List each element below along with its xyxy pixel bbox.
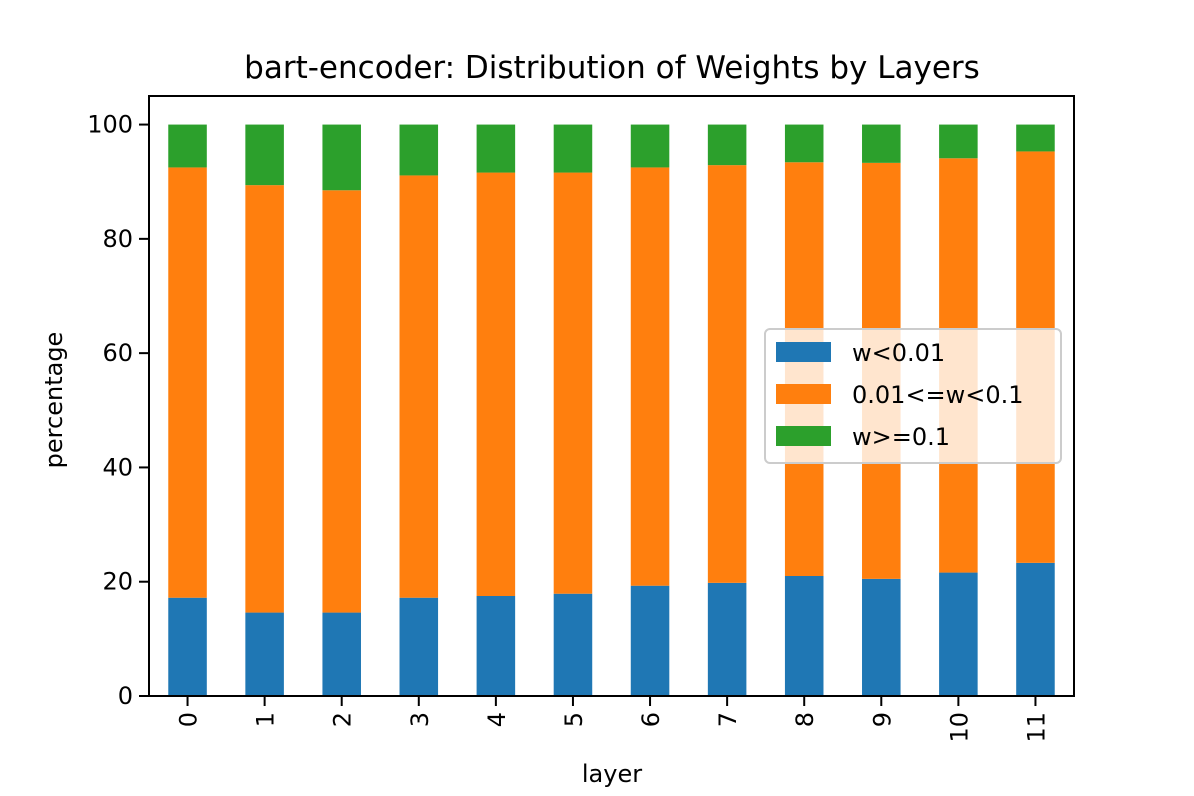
x-tick-label: 10 — [945, 712, 973, 743]
plot-frame — [148, 95, 1075, 697]
legend-swatch-1 — [776, 384, 831, 404]
y-tick-label: 20 — [102, 568, 133, 596]
chart-title: bart-encoder: Distribution of Weights by… — [244, 50, 980, 86]
x-tick-label: 3 — [406, 712, 434, 727]
y-tick-label: 0 — [118, 682, 133, 710]
bar-3-series-0 — [399, 597, 439, 696]
x-tick-label: 2 — [329, 712, 357, 727]
bar-6-series-2 — [630, 124, 670, 168]
x-tick-label: 4 — [483, 712, 511, 727]
bar-11-series-2 — [1016, 124, 1055, 152]
bar-0-series-1 — [168, 167, 207, 598]
bar-0-series-0 — [168, 597, 207, 696]
bar-8-series-0 — [784, 576, 824, 696]
legend-label-2: w>=0.1 — [852, 423, 950, 451]
y-tick-label: 40 — [102, 453, 133, 481]
bar-7-series-2 — [707, 124, 747, 166]
bar-6-series-0 — [630, 585, 670, 696]
legend-label-1: 0.01<=w<0.1 — [852, 381, 1024, 409]
bar-2-series-2 — [322, 124, 361, 191]
bar-1-series-0 — [245, 612, 284, 696]
x-tick-label: 8 — [791, 712, 819, 727]
legend-swatch-0 — [776, 342, 831, 362]
x-tick-label: 7 — [714, 712, 742, 727]
bar-5-series-2 — [553, 124, 593, 173]
x-tick-label: 1 — [252, 712, 280, 727]
bar-2-series-0 — [322, 612, 361, 696]
legend: w<0.01 0.01<=w<0.1 w>=0.1 — [764, 328, 1062, 464]
bar-10-series-2 — [939, 124, 978, 159]
y-tick-label: 60 — [102, 339, 133, 367]
y-tick-label: 80 — [102, 225, 133, 253]
x-tick-label: 11 — [1023, 712, 1051, 743]
bar-4-series-2 — [476, 124, 516, 173]
bar-7-series-1 — [707, 165, 747, 583]
y-axis-label: percentage — [40, 332, 68, 469]
x-tick-label: 5 — [560, 712, 588, 727]
legend-box — [764, 328, 1062, 464]
bar-3-series-2 — [399, 124, 439, 176]
bar-9-series-0 — [862, 578, 901, 696]
bar-2-series-1 — [322, 190, 361, 613]
bar-5-series-0 — [553, 593, 593, 696]
bar-1-series-1 — [245, 185, 284, 613]
legend-swatch-2 — [776, 426, 831, 446]
bar-4-series-0 — [476, 596, 516, 696]
bar-5-series-1 — [553, 172, 593, 594]
bar-6-series-1 — [630, 167, 670, 586]
bar-11-series-0 — [1016, 562, 1055, 696]
x-tick-label: 9 — [868, 712, 896, 727]
x-axis: 0 1 2 3 4 5 6 7 8 9 10 11 — [175, 696, 1051, 743]
legend-label-0: w<0.01 — [852, 339, 945, 367]
bar-9-series-2 — [862, 124, 901, 163]
y-axis: 0 20 40 60 80 100 — [87, 111, 149, 710]
x-tick-label: 6 — [637, 712, 665, 727]
bar-8-series-2 — [784, 124, 824, 163]
bar-7-series-0 — [707, 582, 747, 696]
bar-1-series-2 — [245, 124, 284, 186]
x-axis-label: layer — [582, 760, 642, 788]
bar-10-series-0 — [939, 572, 978, 696]
y-tick-label: 100 — [87, 111, 133, 139]
bar-0-series-2 — [168, 124, 207, 168]
bar-4-series-1 — [476, 172, 516, 596]
x-tick-label: 0 — [175, 712, 203, 727]
bar-3-series-1 — [399, 175, 439, 598]
